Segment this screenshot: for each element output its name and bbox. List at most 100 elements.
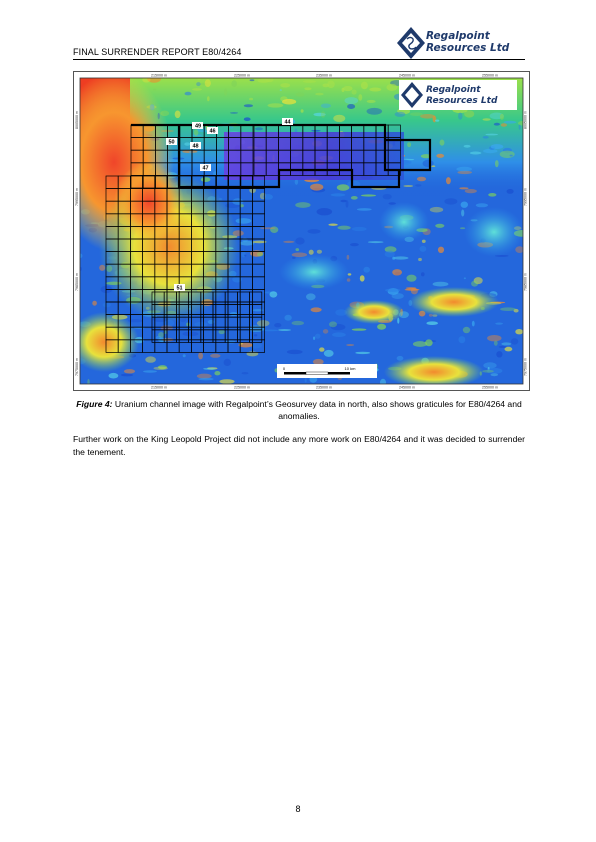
texture-speck (239, 342, 243, 345)
anomaly-label-50: 50 (168, 140, 174, 146)
texture-speck (265, 77, 274, 83)
texture-speck (158, 332, 165, 338)
texture-speck (456, 166, 473, 172)
texture-speck (310, 307, 322, 313)
texture-speck (439, 139, 445, 146)
texture-speck (462, 326, 471, 334)
texture-speck (231, 80, 237, 87)
texture-speck (207, 319, 215, 324)
texture-speck (355, 351, 371, 355)
texture-speck (319, 347, 325, 352)
texture-speck (515, 246, 524, 254)
texture-speck (267, 103, 284, 108)
texture-speck (444, 198, 458, 205)
figure-label: Figure 4: (76, 399, 113, 409)
uranium-channel-figure: 49 46 44 50 48 47 51 Regalpoint Resource… (73, 71, 530, 391)
texture-speck (392, 256, 396, 260)
texture-speck (108, 372, 119, 379)
caption-text: Uranium channel image with Regalpoint’s … (112, 399, 522, 421)
texture-speck (330, 193, 346, 197)
texture-speck (232, 276, 243, 283)
texture-speck (506, 189, 514, 194)
texture-speck (182, 354, 186, 358)
bottom-tick-4: 245000 m (399, 386, 415, 390)
texture-speck (291, 320, 304, 326)
texture-speck (432, 281, 449, 287)
texture-speck (418, 257, 422, 262)
texture-speck (307, 229, 321, 234)
texture-speck (498, 345, 507, 348)
texture-speck (153, 88, 157, 91)
texture-speck (346, 254, 350, 260)
texture-speck (343, 85, 353, 92)
texture-speck (207, 96, 210, 102)
texture-speck (435, 119, 440, 122)
texture-speck (459, 187, 469, 190)
texture-speck (306, 293, 316, 301)
anomaly-label-46: 46 (209, 129, 215, 135)
texture-speck (490, 144, 504, 150)
texture-speck (499, 113, 504, 120)
texture-speck (204, 79, 211, 87)
texture-speck (249, 79, 255, 82)
texture-speck (435, 223, 445, 228)
texture-speck (460, 201, 468, 208)
texture-speck (304, 87, 312, 91)
texture-speck (302, 80, 316, 83)
texture-speck (256, 320, 270, 327)
bottom-tick-5: 255000 m (482, 386, 498, 390)
texture-speck (145, 356, 156, 363)
texture-speck (200, 177, 211, 182)
texture-speck (410, 287, 418, 295)
texture-speck (394, 111, 406, 117)
texture-speck (403, 185, 414, 187)
texture-speck (164, 330, 167, 335)
right-tick-3: 7985000 m (524, 273, 528, 291)
texture-speck (252, 309, 264, 312)
texture-speck (210, 353, 221, 358)
texture-speck (475, 203, 488, 208)
texture-speck (295, 248, 300, 252)
texture-speck (295, 202, 311, 208)
texture-speck (269, 291, 278, 298)
texture-speck (102, 302, 111, 308)
texture-speck (182, 150, 198, 154)
scale-start-label: 0 (283, 366, 286, 371)
texture-speck (278, 329, 291, 331)
texture-speck (198, 377, 214, 381)
texture-speck (260, 227, 276, 230)
texture-speck (344, 97, 359, 105)
texture-speck (504, 346, 513, 352)
anomaly-label-47: 47 (202, 166, 208, 172)
texture-speck (337, 225, 351, 230)
texture-speck (396, 355, 404, 361)
texture-speck (392, 256, 409, 260)
texture-speck (490, 373, 499, 377)
texture-speck (312, 358, 324, 365)
texture-speck (429, 206, 444, 213)
texture-speck (252, 240, 267, 244)
texture-speck (515, 329, 524, 335)
anomaly-label-48: 48 (192, 144, 198, 150)
texture-speck (333, 114, 346, 123)
texture-speck (320, 103, 331, 109)
texture-speck (241, 372, 249, 375)
page-number: 8 (295, 804, 301, 814)
map-logo-line-1: Regalpoint (426, 85, 481, 95)
texture-speck (308, 249, 314, 255)
texture-speck (332, 332, 346, 338)
texture-speck (419, 245, 427, 252)
texture-speck (311, 129, 321, 132)
texture-speck (244, 254, 247, 257)
texture-speck (200, 82, 208, 86)
texture-speck (304, 378, 307, 383)
texture-speck (282, 98, 297, 105)
texture-speck (314, 333, 321, 339)
texture-speck (464, 189, 477, 194)
texture-speck (495, 160, 499, 168)
texture-speck (223, 358, 231, 366)
logo-line-2: Resources Ltd (426, 42, 510, 54)
texture-speck (218, 329, 225, 335)
texture-speck (485, 133, 499, 136)
texture-speck (377, 323, 387, 330)
